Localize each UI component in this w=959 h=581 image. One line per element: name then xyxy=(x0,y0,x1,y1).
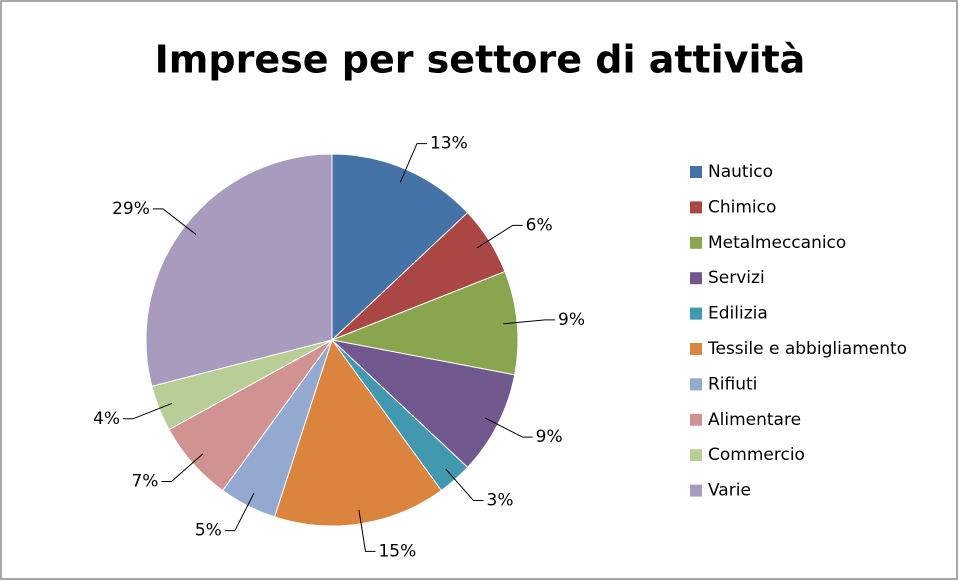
data-label: 3% xyxy=(487,491,514,511)
leader-line xyxy=(476,224,523,249)
legend-swatch xyxy=(690,484,702,497)
legend-swatch xyxy=(690,166,702,178)
legend-swatch xyxy=(690,413,702,426)
legend-label: Servizi xyxy=(708,268,765,288)
leader-line xyxy=(399,143,427,183)
leader-line xyxy=(485,417,533,438)
leader-line xyxy=(161,453,204,483)
legend-swatch xyxy=(690,201,702,214)
leader-line xyxy=(445,468,484,502)
data-label: 4% xyxy=(93,409,120,429)
legend-swatch xyxy=(690,236,702,249)
legend-label: Alimentare xyxy=(708,410,801,430)
data-label: 5% xyxy=(195,521,222,541)
legend-swatch xyxy=(690,449,702,462)
data-label: 13% xyxy=(430,134,468,154)
legend-label: Metalmeccanico xyxy=(708,233,846,253)
data-label: 9% xyxy=(536,427,563,447)
legend-swatch xyxy=(690,378,702,391)
legend-swatch xyxy=(690,343,702,355)
data-label: 7% xyxy=(131,472,158,492)
leader-line xyxy=(358,509,376,552)
leader-line xyxy=(224,493,255,532)
data-label: 15% xyxy=(378,541,416,561)
legend-label: Tessile e abbigliamento xyxy=(707,339,907,359)
data-label: 29% xyxy=(112,199,150,219)
legend-label: Varie xyxy=(708,481,751,501)
data-label: 9% xyxy=(558,310,585,330)
legend-swatch xyxy=(690,307,702,320)
data-label: 6% xyxy=(526,215,553,235)
legend-label: Commercio xyxy=(708,445,805,465)
legend-label: Rifiuti xyxy=(708,374,757,394)
legend-label: Nautico xyxy=(708,162,773,182)
legend-label: Chimico xyxy=(708,197,776,217)
leader-line xyxy=(503,319,556,325)
chart-title: Imprese per settore di attività xyxy=(155,38,806,82)
leader-line xyxy=(123,402,173,420)
legend-swatch xyxy=(690,272,702,285)
legend-label: Edilizia xyxy=(708,304,768,324)
leader-line xyxy=(152,208,197,235)
